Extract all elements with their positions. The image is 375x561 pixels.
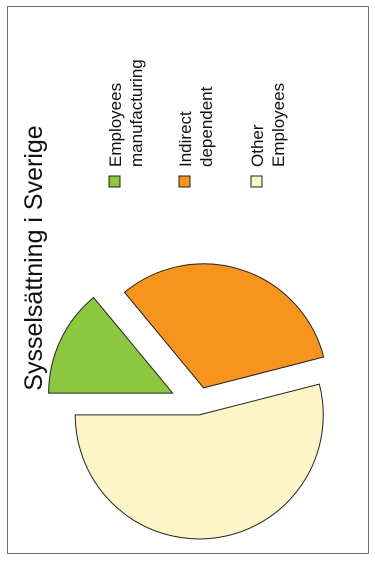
legend-label: manufacturing	[127, 59, 146, 167]
pie-slices	[48, 263, 325, 540]
chart-title: Sysselsättning i Sverige	[20, 125, 48, 390]
legend-label: Employees	[269, 83, 288, 167]
legend: Employees manufacturing Indirect dependent O…	[106, 59, 288, 188]
legend-label: Indirect	[176, 111, 195, 167]
pie-slice	[48, 296, 174, 394]
legend-label: dependent	[197, 86, 216, 167]
pie-slice	[74, 383, 324, 540]
legend-label: Other	[248, 124, 267, 167]
legend-swatch	[108, 175, 121, 188]
legend-swatch	[250, 175, 263, 188]
legend-swatch	[178, 175, 191, 188]
legend-label: Employees	[106, 83, 125, 167]
pie-slice	[123, 263, 325, 389]
